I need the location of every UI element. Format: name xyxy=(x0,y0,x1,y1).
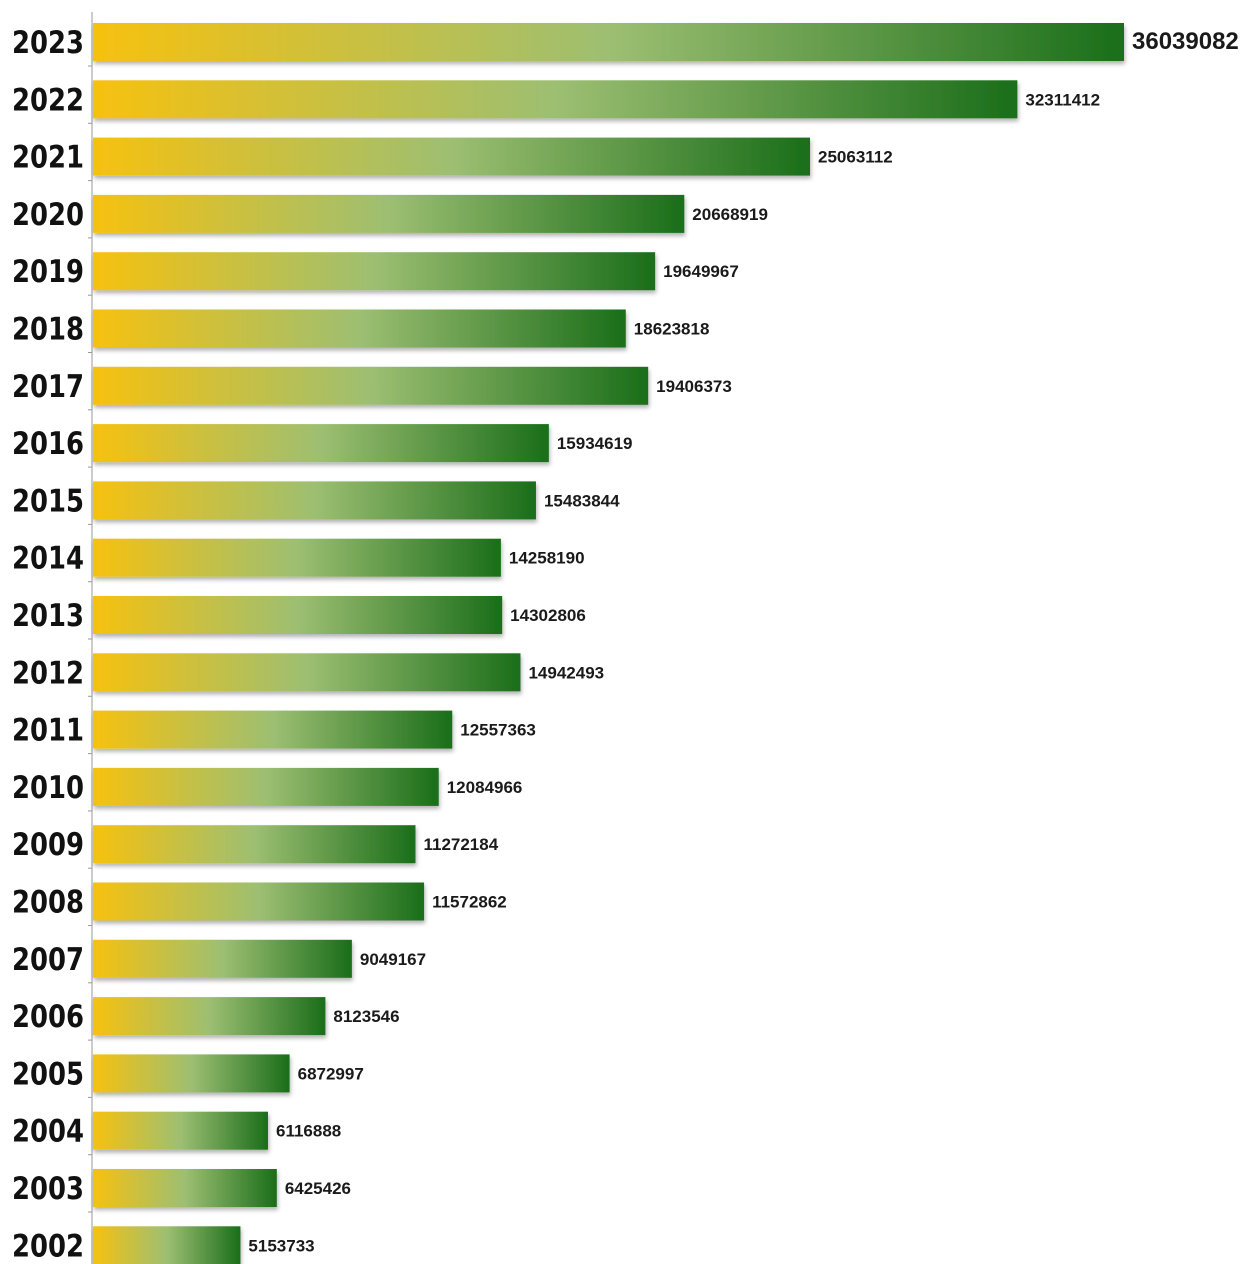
value-label: 14302806 xyxy=(510,606,586,625)
value-label: 14258190 xyxy=(509,549,585,568)
value-label: 11572862 xyxy=(432,893,507,912)
value-label: 36039082 xyxy=(1132,28,1239,55)
year-label: 2013 xyxy=(12,598,84,634)
value-label: 12557363 xyxy=(460,721,536,740)
year-label: 2010 xyxy=(12,770,84,806)
value-label: 5153733 xyxy=(248,1236,314,1255)
year-label: 2014 xyxy=(12,541,84,577)
bar xyxy=(93,1111,268,1150)
bar xyxy=(93,1169,277,1207)
value-label: 32311412 xyxy=(1025,90,1100,109)
bar xyxy=(93,23,1124,61)
year-label: 2015 xyxy=(12,483,84,519)
bar xyxy=(93,1226,241,1264)
bar xyxy=(93,424,549,463)
year-label: 2022 xyxy=(12,82,84,118)
bar xyxy=(93,309,626,348)
value-label: 20668919 xyxy=(692,205,768,224)
bar xyxy=(93,997,326,1036)
value-label: 25063112 xyxy=(818,148,893,167)
value-label: 15483844 xyxy=(544,491,620,510)
value-label: 18623818 xyxy=(634,320,710,339)
bar xyxy=(93,939,352,978)
year-label: 2002 xyxy=(12,1228,84,1264)
bar xyxy=(93,366,649,405)
value-label: 6425426 xyxy=(285,1179,351,1198)
year-label: 2021 xyxy=(12,140,84,176)
value-label: 6116888 xyxy=(276,1122,341,1141)
bar xyxy=(93,767,439,806)
year-label: 2007 xyxy=(12,942,84,978)
bar xyxy=(93,194,685,233)
year-label: 2011 xyxy=(12,713,84,749)
year-label: 2006 xyxy=(12,999,84,1035)
bar xyxy=(93,481,536,520)
bar xyxy=(93,1054,290,1093)
value-label: 19649967 xyxy=(663,262,739,281)
bar xyxy=(93,882,425,921)
bar xyxy=(93,80,1018,119)
bar xyxy=(93,653,521,692)
year-label: 2004 xyxy=(12,1114,84,1150)
value-label: 15934619 xyxy=(557,434,633,453)
year-label: 2003 xyxy=(12,1171,84,1207)
value-label: 14942493 xyxy=(528,663,604,682)
value-label: 8123546 xyxy=(333,1007,399,1026)
year-label: 2017 xyxy=(12,369,84,405)
year-label: 2012 xyxy=(12,655,84,691)
value-label: 11272184 xyxy=(423,835,498,854)
value-label: 12084966 xyxy=(447,778,523,797)
year-label: 2023 xyxy=(12,25,84,61)
bar xyxy=(93,538,501,577)
year-label: 2009 xyxy=(12,827,84,863)
bar xyxy=(93,596,503,634)
bar xyxy=(93,137,811,176)
bar xyxy=(93,252,656,291)
year-label: 2020 xyxy=(12,197,84,233)
year-label: 2019 xyxy=(12,254,84,290)
year-label: 2018 xyxy=(12,312,84,348)
bar xyxy=(93,710,453,749)
value-label: 6872997 xyxy=(298,1064,364,1083)
bar xyxy=(93,825,416,864)
value-label: 19406373 xyxy=(656,377,732,396)
value-label: 9049167 xyxy=(360,950,426,969)
year-label: 2005 xyxy=(12,1056,84,1092)
year-label: 2008 xyxy=(12,885,84,921)
year-label: 2016 xyxy=(12,426,84,462)
